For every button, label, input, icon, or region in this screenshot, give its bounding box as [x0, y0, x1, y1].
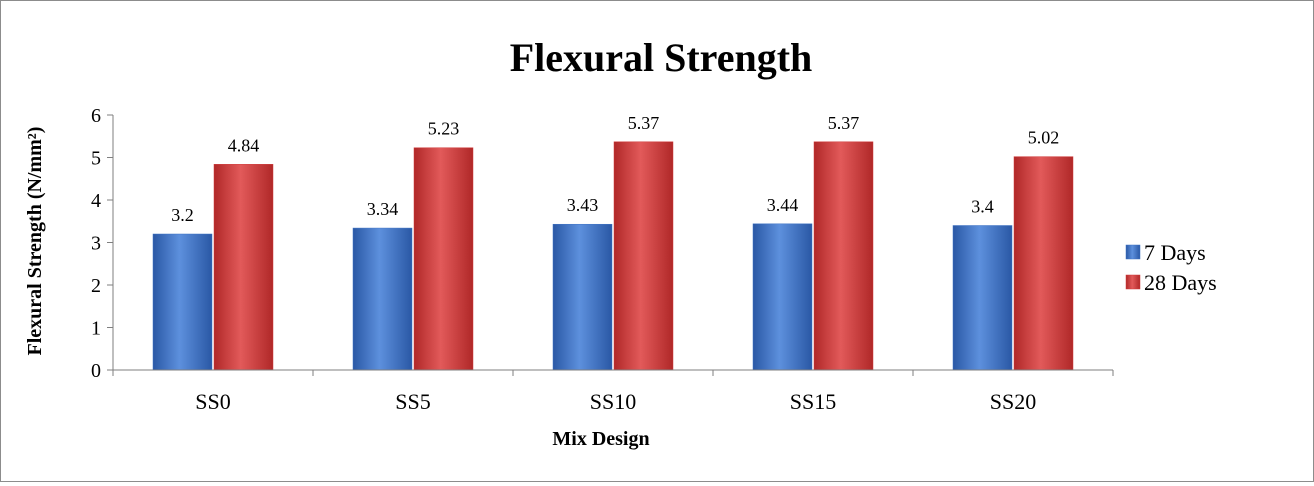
bar-ss20-28-days [1013, 156, 1074, 371]
x-category-label: SS20 [990, 389, 1036, 414]
legend-swatch-28-days [1125, 274, 1141, 290]
data-label: 3.43 [567, 195, 599, 215]
bar-ss10-7-days [552, 223, 613, 371]
bar-ss5-28-days [413, 147, 474, 371]
y-axis-title: Flexural Strength (N/mm²) [24, 127, 46, 356]
bars: 3.2 4.84 3.34 5.23 3.43 5.37 3.44 5.37 3.4 5.02 [152, 113, 1074, 371]
bar-ss15-7-days [752, 223, 813, 371]
y-tick-label: 6 [91, 105, 101, 127]
axes [112, 115, 1113, 371]
x-axis-categories: SS0 SS5 SS10 SS15 SS20 [112, 370, 1114, 414]
chart-title: Flexural Strength [510, 35, 813, 80]
y-tick-label: 1 [91, 318, 101, 340]
legend-label: 7 Days [1144, 240, 1206, 265]
x-category-label: SS5 [395, 389, 430, 414]
x-category-label: SS0 [195, 389, 230, 414]
bar-ss0-7-days [152, 233, 213, 371]
y-tick-label: 0 [91, 360, 101, 382]
y-tick-label: 4 [91, 190, 101, 212]
bar-ss15-28-days [813, 141, 874, 371]
y-tick-label: 5 [91, 148, 101, 170]
x-category-label: SS10 [590, 389, 636, 414]
data-label: 5.02 [1028, 128, 1060, 148]
bar-ss10-28-days [613, 141, 674, 371]
data-label: 3.44 [767, 195, 799, 215]
data-label: 5.37 [628, 113, 660, 133]
x-axis-title: Mix Design [552, 428, 649, 450]
data-label: 3.34 [367, 199, 399, 219]
y-tick-label: 3 [91, 233, 101, 255]
bar-ss5-7-days [352, 227, 413, 371]
bar-ss20-7-days [952, 225, 1013, 371]
data-label: 4.84 [228, 135, 260, 155]
legend-swatch-7-days [1125, 244, 1141, 260]
y-tick-label: 2 [91, 275, 101, 297]
data-label: 5.23 [428, 119, 460, 139]
y-axis-ticks: 0 1 2 3 4 5 6 [91, 105, 113, 382]
data-label: 3.4 [971, 197, 994, 217]
legend-label: 28 Days [1144, 270, 1217, 295]
bar-ss0-28-days [213, 164, 274, 371]
data-label: 3.2 [171, 205, 194, 225]
x-category-label: SS15 [790, 389, 836, 414]
data-label: 5.37 [828, 113, 860, 133]
legend: 7 Days 28 Days [1125, 240, 1217, 295]
